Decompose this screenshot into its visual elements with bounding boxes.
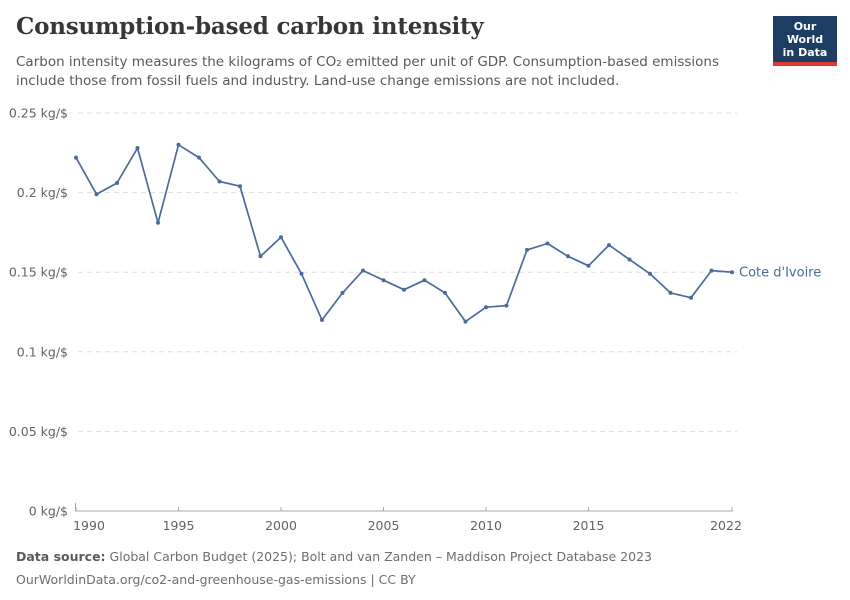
data-point[interactable] [258,254,263,259]
data-point[interactable] [361,268,365,273]
y-axis-tick-label: 0.1 kg/$ [17,344,68,359]
x-axis-tick-label: 2022 [710,518,742,533]
data-point[interactable] [320,318,324,322]
y-axis-tick-label: 0.05 kg/$ [9,424,68,439]
x-axis-tick-label: 2000 [265,518,297,533]
data-point[interactable] [689,295,693,300]
data-point[interactable] [504,303,509,308]
data-point[interactable] [607,243,611,248]
chart-subtitle: Carbon intensity measures the kilograms … [16,53,726,91]
data-point[interactable] [545,241,550,246]
data-point[interactable] [74,155,78,160]
owid-logo[interactable]: Our World in Data [773,16,837,66]
y-axis-tick-label: 0.15 kg/$ [9,265,68,280]
chart-footer: Data source: Global Carbon Budget (2025)… [16,545,652,591]
data-point[interactable] [156,220,160,225]
x-axis-tick-label: 2015 [573,518,605,533]
data-point[interactable] [709,268,714,273]
data-point[interactable] [238,184,242,189]
data-point[interactable] [627,257,632,262]
y-axis-tick-label: 0 kg/$ [29,504,68,519]
data-point[interactable] [484,305,488,310]
data-point[interactable] [279,235,283,240]
x-axis-tick-label: 2010 [470,518,502,533]
data-point[interactable] [566,254,570,259]
data-point[interactable] [381,278,386,283]
data-point[interactable] [525,247,529,252]
data-point[interactable] [402,287,406,292]
data-point[interactable] [668,290,673,295]
data-point[interactable] [340,290,345,295]
data-point[interactable] [115,181,119,185]
subtitle-line: include those from fossil fuels and indu… [16,73,620,89]
license-link[interactable]: OurWorldinData.org/co2-and-greenhouse-ga… [16,572,416,587]
x-axis-tick-label: 1990 [73,518,105,533]
x-axis-tick-label: 1995 [163,518,195,533]
data-point[interactable] [135,146,140,150]
data-series-line[interactable] [75,143,733,323]
data-point[interactable] [463,319,468,324]
data-point[interactable] [422,278,427,283]
owid-logo-line1: Our World [786,20,824,46]
data-point[interactable] [586,263,591,268]
data-point[interactable] [176,142,181,147]
data-point[interactable] [197,155,201,160]
data-point[interactable] [299,271,304,276]
subtitle-line: Carbon intensity measures the kilograms … [16,54,720,70]
data-point[interactable] [94,192,99,197]
data-point[interactable] [730,270,734,275]
y-axis-tick-label: 0.25 kg/$ [9,106,68,121]
data-source-label: Data source: [16,549,106,564]
owid-logo-line2: in Data [782,46,828,59]
data-source-text: Global Carbon Budget (2025); Bolt and va… [105,549,652,564]
data-point[interactable] [443,290,447,295]
data-point[interactable] [648,271,652,276]
data-source-line: Data source: Global Carbon Budget (2025)… [16,545,652,568]
y-axis-tick-label: 0.2 kg/$ [17,185,68,200]
page-title: Consumption-based carbon intensity [16,13,484,40]
x-axis-tick-label: 2005 [368,518,400,533]
entity-label: Cote d'Ivoire [739,266,821,281]
data-point[interactable] [217,179,222,184]
